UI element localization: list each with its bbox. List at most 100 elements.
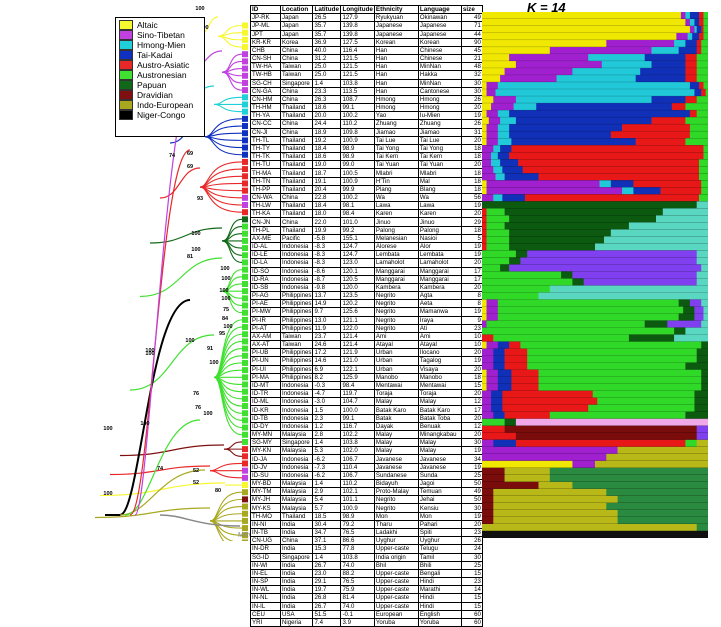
table-cell: 18 — [460, 143, 483, 154]
table-cell: 101.1 — [340, 495, 375, 505]
table-cell: 18 — [460, 184, 483, 194]
ancestry-segment — [588, 54, 646, 62]
table-cell: 9.7 — [312, 307, 342, 317]
table-cell: -8.3 — [312, 250, 342, 260]
ancestry-segment — [689, 12, 700, 20]
bootstrap-value: 100 — [103, 426, 112, 432]
legend-label: Tai-Kadai — [137, 50, 173, 60]
table-cell: 108.7 — [340, 94, 375, 105]
table-row: ID-LA Indonesia -8.3 123.0 Lamaholot Lamaholo… — [250, 258, 483, 268]
tree-branch — [139, 257, 223, 298]
table-cell: Agta — [417, 291, 462, 301]
table-cell: 60 — [460, 617, 483, 627]
legend-swatch — [119, 90, 133, 100]
ancestry-segment — [678, 47, 697, 55]
ancestry-segment — [694, 404, 708, 413]
table-row: PI-IR Philippines 13.0 121.1 Negrito Iraya 9 — [250, 315, 483, 325]
table-cell: Taiwan — [279, 340, 314, 350]
table-row: CEU USA 51.5 -0.1 European English 60 — [250, 609, 483, 619]
leaf-swatch — [242, 115, 248, 122]
table-cell: 18.7 — [312, 168, 342, 178]
leaf-swatch — [242, 79, 248, 86]
tree-branch — [223, 448, 243, 457]
table-cell: PI-AG — [250, 291, 281, 301]
table-cell: -0.3 — [312, 380, 342, 391]
table-row: CN-GA China 23.3 113.5 Han Cantonese 30 — [250, 86, 483, 96]
table-cell: Thailand — [279, 168, 314, 178]
ancestry-segment — [509, 152, 704, 160]
table-cell: AX-AT — [250, 340, 281, 350]
table-cell: 20 — [460, 348, 483, 358]
leaf-swatch — [242, 216, 248, 223]
table-cell: 50 — [460, 478, 483, 489]
table-cell: Tai Yong — [417, 143, 462, 154]
table-cell: Indonesia — [279, 462, 314, 472]
table-row: TH-HM Thailand 18.6 99.1 Hmong Hmong 20 — [250, 103, 483, 113]
table-cell: Jiamao — [373, 127, 419, 137]
table-cell: 17 — [460, 274, 483, 284]
table-cell: Thailand — [279, 143, 314, 154]
ancestry-segment — [703, 145, 708, 153]
ancestry-segment — [486, 222, 505, 230]
leaf-swatch — [242, 280, 248, 287]
ancestry-segment — [482, 327, 675, 335]
table-row: TH-PP Thailand 20.4 99.9 Plang Blang 18 — [250, 184, 483, 194]
table-cell: Chinese — [417, 45, 462, 56]
ancestry-segment — [482, 138, 487, 146]
table-cell: Thailand — [279, 184, 314, 194]
leaf-swatch — [242, 22, 248, 29]
table-cell: Yao — [373, 111, 419, 121]
leaf-swatch — [242, 252, 248, 259]
leaf-swatch — [242, 359, 248, 366]
ancestry-segment — [482, 166, 494, 174]
ancestry-segment — [511, 369, 539, 377]
ancestry-segment — [703, 82, 708, 90]
ancestry-segment — [701, 376, 708, 384]
table-cell: TH-LW — [250, 201, 281, 211]
table-cell: Korean — [417, 37, 462, 47]
table-cell: ID-KR — [250, 405, 281, 415]
ancestry-segment — [497, 124, 510, 132]
bootstrap-value: 84 — [222, 316, 229, 322]
ancestry-segment — [685, 40, 697, 48]
ancestry-segment — [482, 432, 517, 441]
table-cell: Jagoi — [417, 478, 462, 489]
table-row: TW-HB Taiwan 25.0 121.5 Han Hakka 32 — [250, 70, 483, 80]
table-cell: 101.0 — [340, 217, 375, 227]
ancestry-segment — [482, 390, 492, 399]
ancestry-segment — [482, 26, 691, 34]
table-cell: 7.4 — [312, 617, 342, 627]
table-cell: 71 — [460, 21, 483, 31]
table-cell: India origin — [373, 552, 419, 562]
language-family-legend: Altaic Sino-Tibetan Hmong-Mien Tai-Kadai Aus… — [115, 17, 205, 137]
table-cell: Lawa — [373, 201, 419, 211]
table-cell: Lawa — [417, 201, 462, 211]
table-cell: Jinuo — [417, 217, 462, 227]
ancestry-segment — [482, 334, 494, 342]
ancestry-segment — [511, 145, 704, 153]
table-cell: 25.0 — [312, 62, 342, 72]
ancestry-segment — [482, 460, 573, 469]
ancestry-segment — [482, 362, 494, 370]
ancestry-segment — [482, 82, 487, 90]
ancestry-segment — [486, 138, 499, 146]
table-cell: 18 — [460, 152, 483, 162]
ancestry-segment — [701, 47, 708, 55]
table-cell: Thailand — [279, 103, 314, 113]
leaf-swatch — [242, 295, 248, 302]
table-cell: AX-AM — [250, 331, 281, 342]
ancestry-segment — [696, 439, 708, 448]
table-cell: 12 — [460, 421, 483, 431]
ancestry-segment — [504, 474, 551, 483]
table-cell: Malaysia — [279, 503, 314, 513]
table-cell: 100.9 — [340, 176, 375, 186]
ancestry-segment — [497, 306, 684, 314]
ancestry-segment — [694, 89, 702, 97]
table-cell: Mamanwa — [417, 307, 462, 317]
table-cell: 60 — [460, 609, 483, 619]
table-cell: 25 — [460, 470, 483, 480]
table-cell: Bidayuh — [373, 478, 419, 489]
table-cell: Japan — [279, 13, 314, 23]
table-cell: Thailand — [279, 511, 314, 521]
table-cell: 127.5 — [340, 37, 375, 47]
